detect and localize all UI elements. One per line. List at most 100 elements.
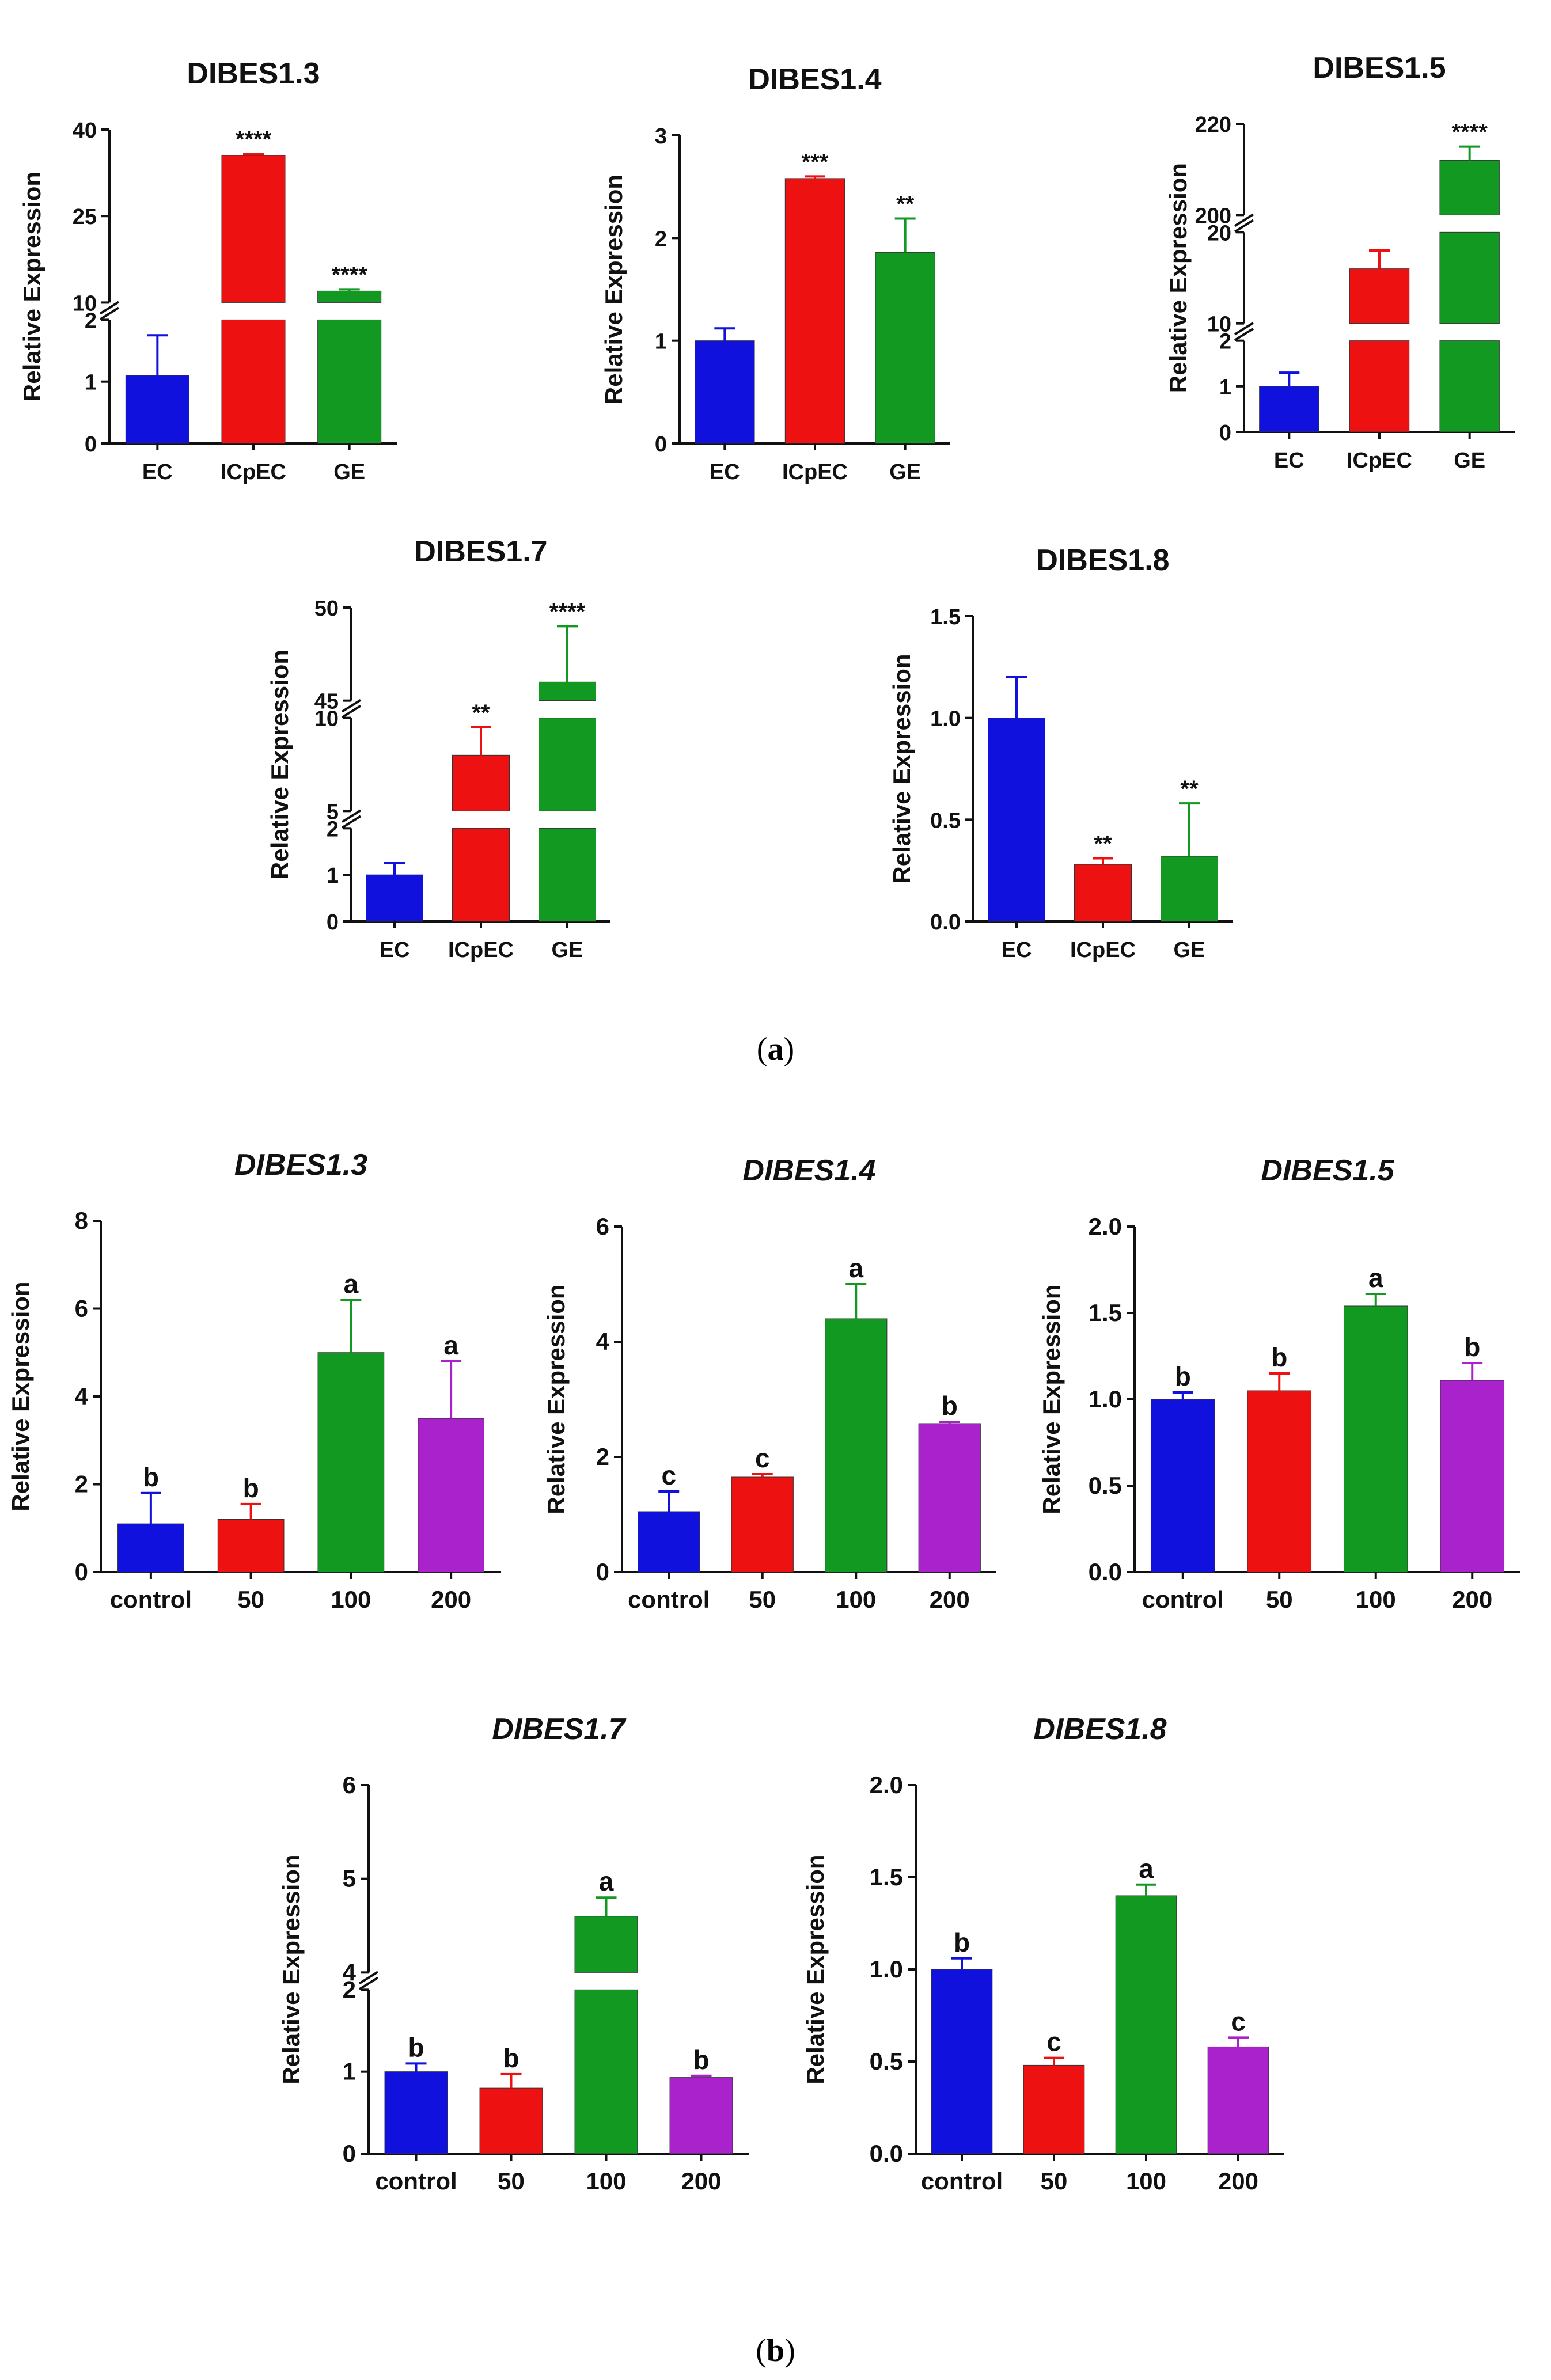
y-tick-label: 8 bbox=[75, 1207, 88, 1234]
axis-break-mark bbox=[341, 809, 362, 823]
chart-title: DIBES1.3 bbox=[187, 57, 320, 90]
significance-label-200: a bbox=[443, 1330, 458, 1360]
x-tick-label-50: 50 bbox=[1266, 1586, 1293, 1613]
x-tick-label-ec: EC bbox=[1274, 449, 1304, 473]
y-tick-label: 0 bbox=[75, 1558, 88, 1585]
y-axis-label: Relative Expression bbox=[18, 172, 45, 401]
x-tick-label-200: 200 bbox=[1452, 1586, 1492, 1613]
y-tick-label: 220 bbox=[1195, 113, 1231, 137]
y-tick-label: 2 bbox=[327, 817, 339, 841]
y-tick-label: 6 bbox=[75, 1295, 88, 1322]
x-tick-label-200: 200 bbox=[431, 1586, 471, 1613]
chart-b-dibes1-3: DIBES1.3 Relative Expression 0 2 4 6 8 b control… bbox=[7, 1148, 501, 1613]
significance-label-100: a bbox=[344, 1269, 359, 1299]
chart-title: DIBES1.7 bbox=[414, 535, 547, 568]
y-tick-label: 2 bbox=[85, 309, 97, 333]
y-axis-label: Relative Expression bbox=[266, 650, 293, 879]
bar-100 bbox=[317, 1352, 385, 1573]
x-tick-label-ge: GE bbox=[1174, 938, 1205, 962]
panel-b-label: (b) bbox=[0, 2332, 1551, 2369]
axis-break-mark bbox=[341, 815, 362, 829]
x-tick-label-control: control bbox=[628, 1586, 710, 1613]
significance-label-control: b bbox=[408, 2032, 424, 2062]
panel-b-letter: b bbox=[766, 2333, 785, 2368]
x-tick-label-icpec: ICpEC bbox=[448, 938, 514, 962]
y-tick-label: 3 bbox=[655, 124, 667, 149]
bar-100 bbox=[825, 1318, 888, 1573]
y-tick-label: 1.0 bbox=[930, 707, 961, 731]
x-tick-label-200: 200 bbox=[681, 2168, 721, 2195]
y-tick-label: 200 bbox=[1195, 204, 1231, 228]
y-axis-label: Relative Expression bbox=[1038, 1284, 1065, 1514]
y-tick-label: 0.5 bbox=[930, 808, 961, 833]
x-tick-label-200: 200 bbox=[930, 1586, 970, 1613]
y-tick-label: 0.0 bbox=[870, 2140, 903, 2167]
y-tick-label: 2.0 bbox=[1089, 1213, 1122, 1240]
significance-label-100: a bbox=[1368, 1263, 1383, 1293]
bar-control bbox=[931, 1969, 993, 2154]
y-axis-label: Relative Expression bbox=[802, 1854, 829, 2084]
bar-icpec bbox=[452, 828, 510, 922]
y-tick-label: 1 bbox=[655, 330, 667, 354]
chart-title: DIBES1.4 bbox=[742, 1154, 875, 1187]
y-tick-label: 2 bbox=[1219, 330, 1231, 354]
chart-title: DIBES1.7 bbox=[492, 1713, 626, 1746]
panel-b-close: ) bbox=[784, 2333, 795, 2368]
y-tick-label: 1 bbox=[1219, 375, 1231, 400]
y-tick-label: 0.0 bbox=[1089, 1558, 1122, 1585]
bar-ec bbox=[125, 375, 189, 444]
y-axis-label: Relative Expression bbox=[1165, 163, 1192, 393]
bar-50 bbox=[731, 1476, 794, 1573]
significance-label-50: b bbox=[243, 1473, 259, 1503]
significance-label-200: b bbox=[693, 2045, 709, 2075]
x-tick-label-50: 50 bbox=[237, 1586, 264, 1613]
bar-icpec bbox=[221, 319, 286, 444]
x-tick-label-ec: EC bbox=[1002, 938, 1032, 962]
panel-b-open: ( bbox=[756, 2333, 767, 2368]
y-tick-label: 0 bbox=[655, 432, 667, 457]
chart-b-dibes1-7: DIBES1.7 Relative Expression 0 1 24 5 6 b contro… bbox=[278, 1713, 749, 2195]
axis-break-mark bbox=[99, 306, 120, 321]
bar-ge bbox=[317, 290, 382, 303]
y-tick-label: 1.0 bbox=[1089, 1386, 1122, 1413]
bar-100 bbox=[574, 1916, 638, 1973]
bar-icpec bbox=[1349, 340, 1410, 432]
x-tick-label-icpec: ICpEC bbox=[1347, 449, 1412, 473]
significance-label-control: b bbox=[954, 1927, 970, 1957]
y-tick-label: 0 bbox=[343, 2140, 356, 2167]
y-tick-label: 6 bbox=[596, 1213, 609, 1240]
x-tick-label-ec: EC bbox=[380, 938, 410, 962]
x-tick-label-ge: GE bbox=[333, 460, 365, 484]
x-tick-label-100: 100 bbox=[1126, 2168, 1166, 2195]
significance-label-200: c bbox=[1231, 2006, 1246, 2036]
significance-label-ge: **** bbox=[332, 262, 368, 287]
bar-icpec bbox=[1074, 864, 1132, 922]
bar-control bbox=[1150, 1399, 1215, 1573]
significance-label-ge: ** bbox=[1180, 776, 1199, 802]
x-tick-label-ge: GE bbox=[889, 460, 921, 484]
chart-title: DIBES1.3 bbox=[234, 1148, 367, 1182]
y-tick-label: 45 bbox=[314, 690, 339, 714]
chart-b-dibes1-8: DIBES1.8 Relative Expression 0.0 0.5 1.0 1.5 2… bbox=[802, 1713, 1284, 2195]
bar-ec bbox=[988, 718, 1045, 922]
bar-control bbox=[384, 2071, 448, 2154]
bar-50 bbox=[1023, 2064, 1085, 2154]
y-tick-label: 20 bbox=[1207, 221, 1231, 245]
significance-label-control: c bbox=[661, 1460, 676, 1490]
bar-icpec bbox=[1349, 268, 1410, 324]
x-tick-label-icpec: ICpEC bbox=[1070, 938, 1136, 962]
bar-ec bbox=[695, 340, 755, 444]
significance-label-100: a bbox=[1139, 1854, 1154, 1884]
axis-break-mark bbox=[99, 301, 120, 315]
axis-break-mark bbox=[341, 699, 362, 713]
significance-label-50: c bbox=[1046, 2027, 1061, 2057]
x-tick-label-icpec: ICpEC bbox=[782, 460, 848, 484]
x-tick-label-ec: EC bbox=[142, 460, 173, 484]
chart-a-dibes1-4: DIBES1.4 Relative Expression 0 1 2 3 EC *** ICpE… bbox=[600, 63, 950, 484]
y-axis-label: Relative Expression bbox=[600, 174, 627, 404]
y-tick-label: 5 bbox=[343, 1865, 356, 1892]
axis-break-mark bbox=[358, 1976, 379, 1991]
significance-label-50: b bbox=[1271, 1342, 1287, 1372]
y-tick-label: 5 bbox=[327, 800, 339, 824]
